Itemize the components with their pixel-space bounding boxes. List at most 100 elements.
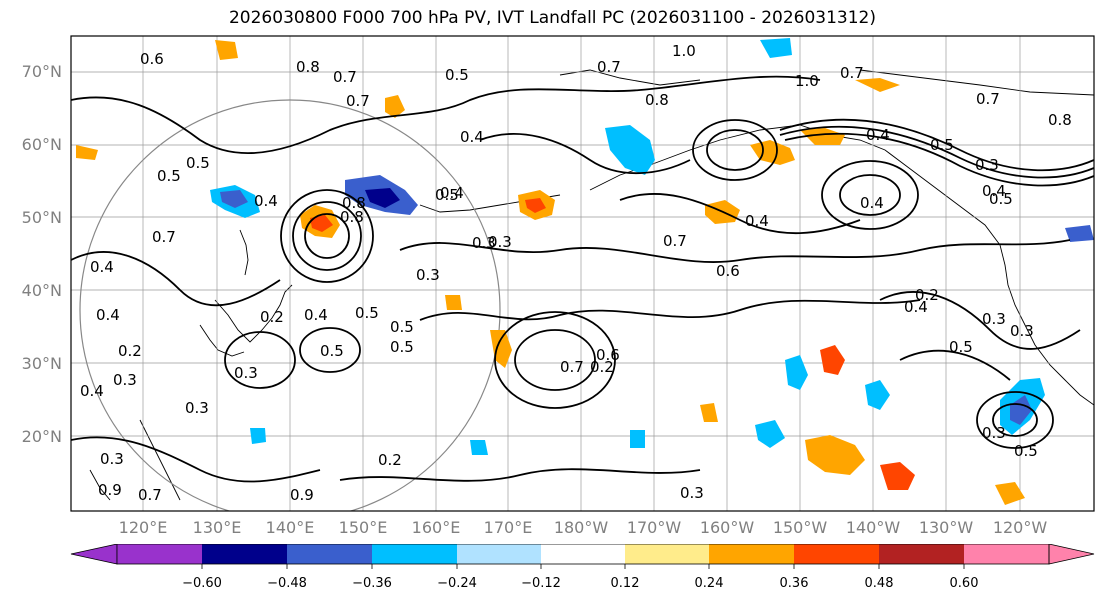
- map-frame: [70, 35, 1095, 512]
- contour-label: 0.7: [152, 228, 176, 246]
- contour-label: 0.3: [416, 266, 440, 284]
- contour-label: 0.9: [290, 486, 314, 504]
- lon-label: 160°E: [411, 518, 461, 537]
- lat-label: 50°N: [21, 208, 62, 227]
- contour-label: 0.8: [645, 91, 669, 109]
- colorbar-bin: [879, 544, 964, 564]
- colorbar-bin: [964, 544, 1049, 564]
- contour-label: 0.3: [488, 233, 512, 251]
- contour-label: 0.7: [560, 358, 584, 376]
- contour-label: 0.8: [1048, 111, 1072, 129]
- pv-contours: [71, 75, 1094, 483]
- contour-label: 0.4: [866, 126, 890, 144]
- contour-label: 0.4: [90, 258, 114, 276]
- lon-label: 140°W: [845, 518, 901, 537]
- lat-label: 70°N: [21, 62, 62, 81]
- colorbar-bin: [541, 544, 625, 564]
- colorbar-tickmarks: [201, 564, 965, 569]
- contour-label: 0.4: [745, 212, 769, 230]
- lon-label: 120°E: [118, 518, 168, 537]
- lat-label: 60°N: [21, 135, 62, 154]
- contour-label: 0.6: [716, 262, 740, 280]
- lon-label: 130°W: [918, 518, 974, 537]
- contour-label: 1.0: [672, 42, 696, 60]
- contour-label: 0.7: [663, 232, 687, 250]
- contour-label: 0.2: [260, 308, 284, 326]
- colorbar-bin: [202, 544, 287, 564]
- contour-label: 0.3: [100, 450, 124, 468]
- contour-label: 0.5: [355, 304, 379, 322]
- colorbar-bin: [625, 544, 709, 564]
- contour-label: 0.4: [304, 306, 328, 324]
- contour-label: 0.3: [975, 156, 999, 174]
- contour-label: 0.5: [390, 318, 414, 336]
- colorbar-bin: [287, 544, 372, 564]
- contour-label: 0.3: [185, 399, 209, 417]
- colorbar-frame: [116, 544, 1050, 565]
- contour-label: 0.3: [234, 364, 258, 382]
- contour-label: 0.7: [976, 90, 1000, 108]
- coastlines: [89, 69, 1094, 501]
- lon-label: 170°E: [483, 518, 533, 537]
- contour-label: 0.8: [296, 58, 320, 76]
- lon-label: 150°W: [772, 518, 828, 537]
- lat-label: 40°N: [21, 281, 62, 300]
- contour-label: 0.5: [949, 338, 973, 356]
- contour-label: 0.3: [982, 310, 1006, 328]
- contour-label: 0.8: [342, 194, 366, 212]
- colorbar-bin: [372, 544, 457, 564]
- contour-label: 0.3: [113, 371, 137, 389]
- contour-label: 0.5: [320, 342, 344, 360]
- contour-label: 0.5: [186, 154, 210, 172]
- colorbar-tick: 0.12: [610, 576, 640, 591]
- contour-label: 0.7: [333, 68, 357, 86]
- colorbar-tick: 0.48: [864, 576, 894, 591]
- colorbar-bin: [117, 544, 202, 564]
- contour-label: 0.6: [140, 50, 164, 68]
- contour-label: 0.6: [596, 346, 620, 364]
- colorbar-bin: [709, 544, 794, 564]
- contour-label: 0.5: [1014, 442, 1038, 460]
- contour-label: 0.4: [982, 182, 1006, 200]
- contour-label: 0.7: [346, 92, 370, 110]
- contour-label: 0.9: [98, 481, 122, 499]
- contour-label: 0.3: [472, 234, 496, 252]
- contour-label-group: 0.6 0.8 0.7 0.5 0.4 0.5 0.4 0.8 0.7 1.0 …: [80, 42, 1072, 504]
- contour-label: 0.5: [157, 167, 181, 185]
- colorbar: [70, 544, 1095, 569]
- lon-label: 130°E: [192, 518, 242, 537]
- contour-label: 0.4: [440, 184, 464, 202]
- contour-label: 0.4: [96, 306, 120, 324]
- colorbar-tick: 0.24: [694, 576, 724, 591]
- colorbar-tick: 0.60: [949, 576, 979, 591]
- lon-label: 150°E: [338, 518, 388, 537]
- contour-label: 1.0: [795, 72, 819, 90]
- colorbar-extend-min: [70, 544, 118, 565]
- lon-label: 140°E: [265, 518, 315, 537]
- contour-label: 0.3: [982, 424, 1006, 442]
- graticule: [71, 36, 1094, 511]
- contour-label: 0.7: [840, 64, 864, 82]
- contour-label: 0.2: [378, 451, 402, 469]
- ivt-pc-shading: [76, 38, 1094, 505]
- lon-label: 170°W: [626, 518, 682, 537]
- colorbar-tick: −0.12: [521, 576, 561, 591]
- contour-label: 0.2: [590, 358, 614, 376]
- colorbar-bin: [794, 544, 879, 564]
- contour-label: 0.3: [680, 484, 704, 502]
- contour-label: 0.5: [435, 186, 459, 204]
- contour-label: 0.2: [915, 286, 939, 304]
- colorbar-tick: 0.36: [779, 576, 809, 591]
- contour-label: 0.5: [445, 66, 469, 84]
- contour-label: 0.4: [860, 194, 884, 212]
- lon-label: 160°W: [699, 518, 755, 537]
- contour-label: 0.5: [930, 136, 954, 154]
- contour-label: 0.3: [1010, 322, 1034, 340]
- colorbar-tick: −0.36: [352, 576, 392, 591]
- colorbar-tick: −0.24: [437, 576, 477, 591]
- contour-label: 0.2: [118, 342, 142, 360]
- lon-label: 120°W: [992, 518, 1048, 537]
- lat-label: 20°N: [21, 427, 62, 446]
- contour-label: 0.4: [904, 298, 928, 316]
